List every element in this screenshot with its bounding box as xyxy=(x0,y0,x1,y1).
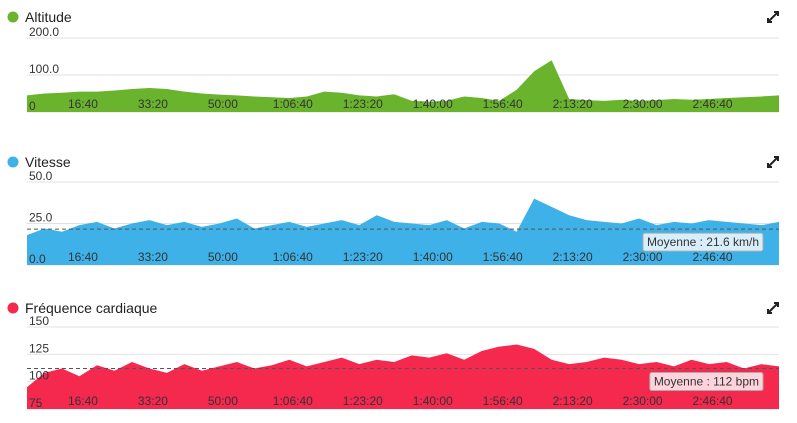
x-tick-label: 16:40 xyxy=(68,250,98,264)
chart: Vitesse 0.0 25.0 50.0 16:40 33:20 50:00 1:06:40… xyxy=(7,154,779,266)
mean-label-text: Moyenne : 112 bpm xyxy=(654,375,759,389)
x-tick-label: 1:56:40 xyxy=(483,394,523,408)
y-tick-label: 150 xyxy=(29,314,49,328)
x-tick-label: 1:40:00 xyxy=(413,97,453,111)
chart: Fréquence cardiaque 75 100 125 150 16:40 33:20… xyxy=(7,300,779,410)
mean-label-text: Moyenne : 21.6 km/h xyxy=(647,235,759,249)
mean-label-bg xyxy=(649,372,764,392)
x-tick-label: 1:56:40 xyxy=(483,97,523,111)
legend-dot xyxy=(7,11,19,23)
expand-icon[interactable] xyxy=(767,156,779,168)
x-tick-label: 1:06:40 xyxy=(273,394,313,408)
x-tick-label: 1:40:00 xyxy=(413,250,453,264)
x-tick-label: 50:00 xyxy=(208,250,238,264)
y-tick-label: 125 xyxy=(29,341,49,355)
x-tick-label: 16:40 xyxy=(68,394,98,408)
x-tick-label: 2:30:00 xyxy=(623,97,663,111)
mean-label: Moyenne : 21.6 km/h xyxy=(642,232,764,252)
x-tick-label: 2:46:40 xyxy=(693,250,733,264)
x-tick-label: 1:23:20 xyxy=(343,250,383,264)
x-tick-label: 1:06:40 xyxy=(273,250,313,264)
x-tick-label: 2:46:40 xyxy=(693,97,733,111)
expand-button[interactable] xyxy=(767,302,779,314)
legend-dot xyxy=(7,156,19,168)
x-tick-label: 1:06:40 xyxy=(273,97,313,111)
x-tick-label: 2:13:20 xyxy=(553,394,593,408)
x-tick-label: 33:20 xyxy=(138,394,168,408)
x-tick-label: 33:20 xyxy=(138,250,168,264)
chart-title: Fréquence cardiaque xyxy=(25,300,158,316)
y-tick-label: 0.0 xyxy=(29,252,46,266)
x-tick-label: 50:00 xyxy=(208,394,238,408)
x-tick-label: 2:13:20 xyxy=(553,250,593,264)
y-tick-label: 75 xyxy=(29,396,43,410)
y-tick-label: 200.0 xyxy=(29,25,59,39)
mean-label-bg xyxy=(642,232,764,252)
y-tick-label: 50.0 xyxy=(29,169,53,183)
area xyxy=(27,198,779,265)
y-tick-label: 0 xyxy=(29,99,36,113)
chart-title: Vitesse xyxy=(25,154,71,170)
expand-button[interactable] xyxy=(767,11,779,23)
y-tick-label: 25.0 xyxy=(29,211,53,225)
legend-dot xyxy=(7,302,19,314)
area xyxy=(27,344,779,409)
expand-button[interactable] xyxy=(767,156,779,168)
x-tick-label: 2:13:20 xyxy=(553,97,593,111)
x-tick-label: 16:40 xyxy=(68,97,98,111)
x-tick-label: 50:00 xyxy=(208,97,238,111)
x-tick-label: 33:20 xyxy=(138,97,168,111)
x-tick-label: 2:30:00 xyxy=(623,250,663,264)
x-tick-label: 2:46:40 xyxy=(693,394,733,408)
area xyxy=(27,60,779,112)
expand-icon[interactable] xyxy=(767,11,779,23)
x-tick-label: 2:30:00 xyxy=(623,394,663,408)
x-tick-label: 1:23:20 xyxy=(343,394,383,408)
chart: Altitude 0 100.0 200.0 16:40 33:20 50:00 1:06:4… xyxy=(7,9,779,113)
y-tick-label: 100 xyxy=(29,369,49,383)
x-tick-label: 1:56:40 xyxy=(483,250,523,264)
x-tick-label: 1:23:20 xyxy=(343,97,383,111)
expand-icon[interactable] xyxy=(767,302,779,314)
x-tick-label: 1:40:00 xyxy=(413,394,453,408)
mean-label: Moyenne : 112 bpm xyxy=(649,372,764,392)
chart-title: Altitude xyxy=(25,9,72,25)
y-tick-label: 100.0 xyxy=(29,62,59,76)
